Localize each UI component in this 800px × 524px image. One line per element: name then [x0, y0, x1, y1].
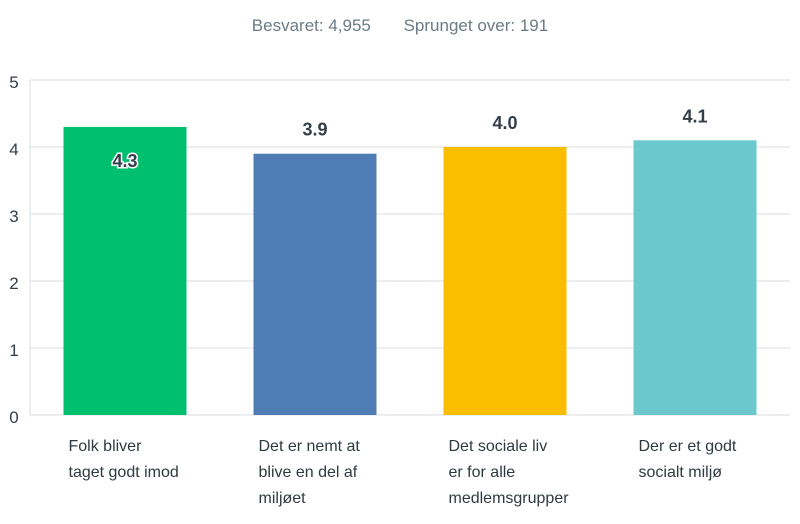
category-label-2: Det er nemt at blive en del af miljøet — [258, 438, 360, 507]
value-label-4: 4.1 — [682, 106, 707, 126]
category-label-3: Det sociale liv er for alle medlemsgrupp… — [448, 438, 569, 507]
y-tick-label-4: 4 — [9, 140, 18, 159]
y-tick-label-0: 0 — [9, 408, 18, 427]
bar-1 — [63, 126, 187, 416]
response-summary: Besvaret: 4,955 Sprunget over: 191 — [0, 16, 800, 36]
y-tick-label-2: 2 — [9, 274, 18, 293]
y-tick-label-1: 1 — [9, 341, 18, 360]
bar-2 — [253, 153, 377, 415]
category-label-4: Der er et godt socialt miljø — [638, 438, 737, 481]
skipped-count: Sprunget over: 191 — [403, 16, 549, 35]
value-label-3: 4.0 — [492, 113, 517, 133]
value-label-1: 4.3 — [112, 151, 137, 171]
answered-count: Besvaret: 4,955 — [251, 16, 371, 35]
bar-3 — [443, 147, 567, 415]
y-tick-label-3: 3 — [9, 207, 18, 226]
value-label-2: 3.9 — [302, 120, 327, 140]
category-label-1: Folk bliver taget godt imod — [68, 438, 179, 481]
y-tick-label-5: 5 — [9, 73, 18, 92]
bar-4 — [633, 140, 757, 416]
